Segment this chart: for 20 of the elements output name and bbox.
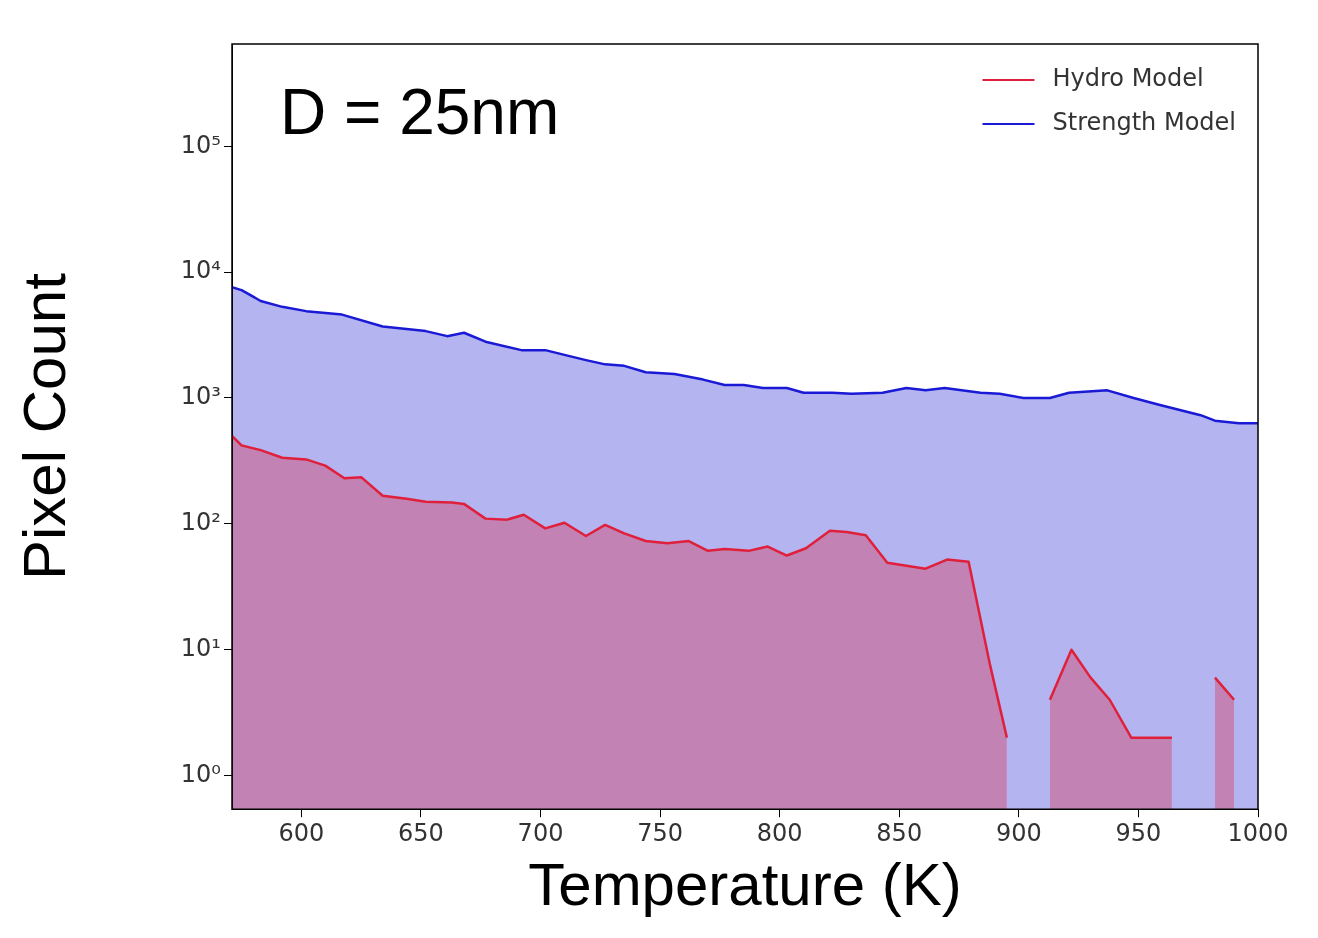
y-tick-label: 10²	[180, 508, 221, 537]
y-tick-label: 10⁴	[180, 256, 221, 285]
x-tick-label: 600	[278, 818, 325, 847]
y-tick-label: 10⁰	[180, 759, 221, 788]
x-tick-label: 750	[637, 818, 683, 847]
x-tick-label: 900	[995, 818, 1042, 847]
x-tick-label: 800	[756, 818, 803, 847]
legend-label: Hydro Model	[1052, 64, 1204, 93]
x-tick-label: 850	[876, 818, 923, 847]
x-tick-label: 1000	[1227, 818, 1289, 847]
legend-label: Strength Model	[1052, 108, 1237, 137]
y-tick-label: 10⁵	[180, 130, 221, 159]
x-tick-label: 650	[398, 818, 444, 847]
y-axis-title: Pixel Count	[10, 272, 78, 581]
x-axis-title: Temperature (K)	[528, 850, 962, 918]
y-tick-label: 10³	[180, 382, 221, 411]
x-tick-label: 700	[517, 818, 564, 847]
y-tick-label: 10¹	[180, 633, 221, 662]
annotation: D = 25nm	[280, 75, 560, 148]
x-tick-label: 950	[1115, 818, 1162, 847]
